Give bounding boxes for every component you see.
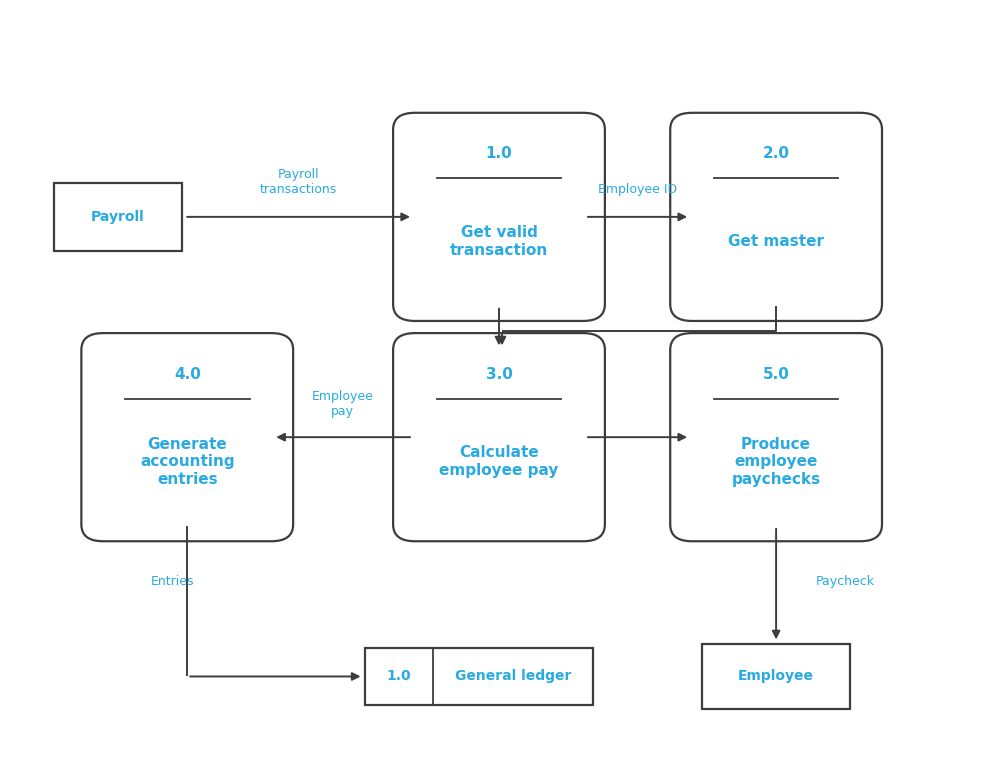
Text: Calculate
employee pay: Calculate employee pay bbox=[439, 445, 559, 478]
Text: Payroll
transactions: Payroll transactions bbox=[259, 167, 336, 196]
Bar bbox=[54, 183, 183, 251]
Text: Payroll: Payroll bbox=[91, 210, 145, 224]
Bar bbox=[365, 648, 593, 705]
Bar bbox=[702, 644, 850, 709]
FancyBboxPatch shape bbox=[82, 333, 293, 541]
FancyBboxPatch shape bbox=[671, 113, 882, 321]
Text: Generate
accounting
entries: Generate accounting entries bbox=[140, 437, 235, 487]
Text: 2.0: 2.0 bbox=[762, 147, 789, 161]
Text: Get master: Get master bbox=[729, 233, 824, 249]
Text: Employee
pay: Employee pay bbox=[311, 390, 373, 419]
Text: 1.0: 1.0 bbox=[486, 147, 512, 161]
Text: Get valid
transaction: Get valid transaction bbox=[450, 225, 548, 257]
Text: Paycheck: Paycheck bbox=[815, 575, 874, 588]
Text: 5.0: 5.0 bbox=[762, 367, 789, 382]
FancyBboxPatch shape bbox=[393, 113, 605, 321]
FancyBboxPatch shape bbox=[671, 333, 882, 541]
Text: Produce
employee
paychecks: Produce employee paychecks bbox=[732, 437, 820, 487]
Text: Entries: Entries bbox=[151, 575, 195, 588]
Text: Employee ID: Employee ID bbox=[598, 183, 677, 196]
Text: Employee: Employee bbox=[739, 670, 814, 684]
Text: 1.0: 1.0 bbox=[387, 670, 411, 684]
FancyBboxPatch shape bbox=[393, 333, 605, 541]
Text: 4.0: 4.0 bbox=[174, 367, 201, 382]
Text: General ledger: General ledger bbox=[455, 670, 571, 684]
Text: 3.0: 3.0 bbox=[486, 367, 512, 382]
